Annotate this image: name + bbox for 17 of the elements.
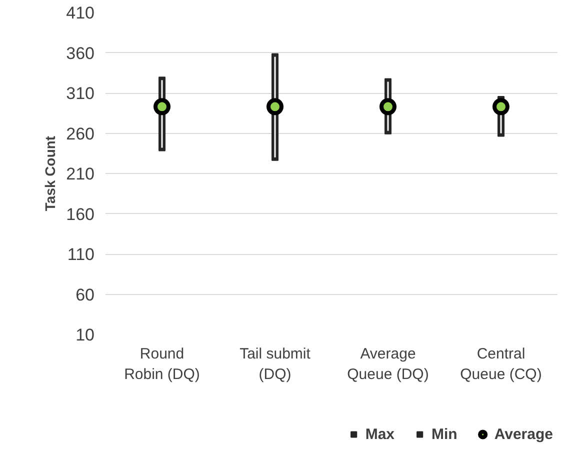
y-tick-label: 360: [66, 44, 95, 63]
y-tick-label: 260: [66, 124, 95, 144]
x-tick-label: Average Queue (DQ): [347, 346, 429, 383]
legend-label: Min: [432, 426, 458, 442]
y-tick-label: 110: [67, 245, 95, 264]
y-tick-label: 10: [76, 326, 95, 344]
legend-label: Max: [365, 426, 395, 442]
y-tick-label: 310: [66, 84, 95, 103]
x-tick-label: Tail submit (DQ): [240, 346, 312, 383]
x-tick-label: Round Robin (DQ): [124, 346, 200, 383]
legend-label: Average: [494, 426, 553, 442]
y-tick-label: 410: [66, 4, 95, 22]
x-tick-label: Central Queue (CQ): [460, 346, 542, 383]
y-tick-label: 60: [76, 285, 95, 304]
y-axis-title: Task Count: [42, 136, 58, 212]
y-tick-label: 210: [66, 164, 95, 184]
y-tick-label: 160: [66, 204, 95, 224]
